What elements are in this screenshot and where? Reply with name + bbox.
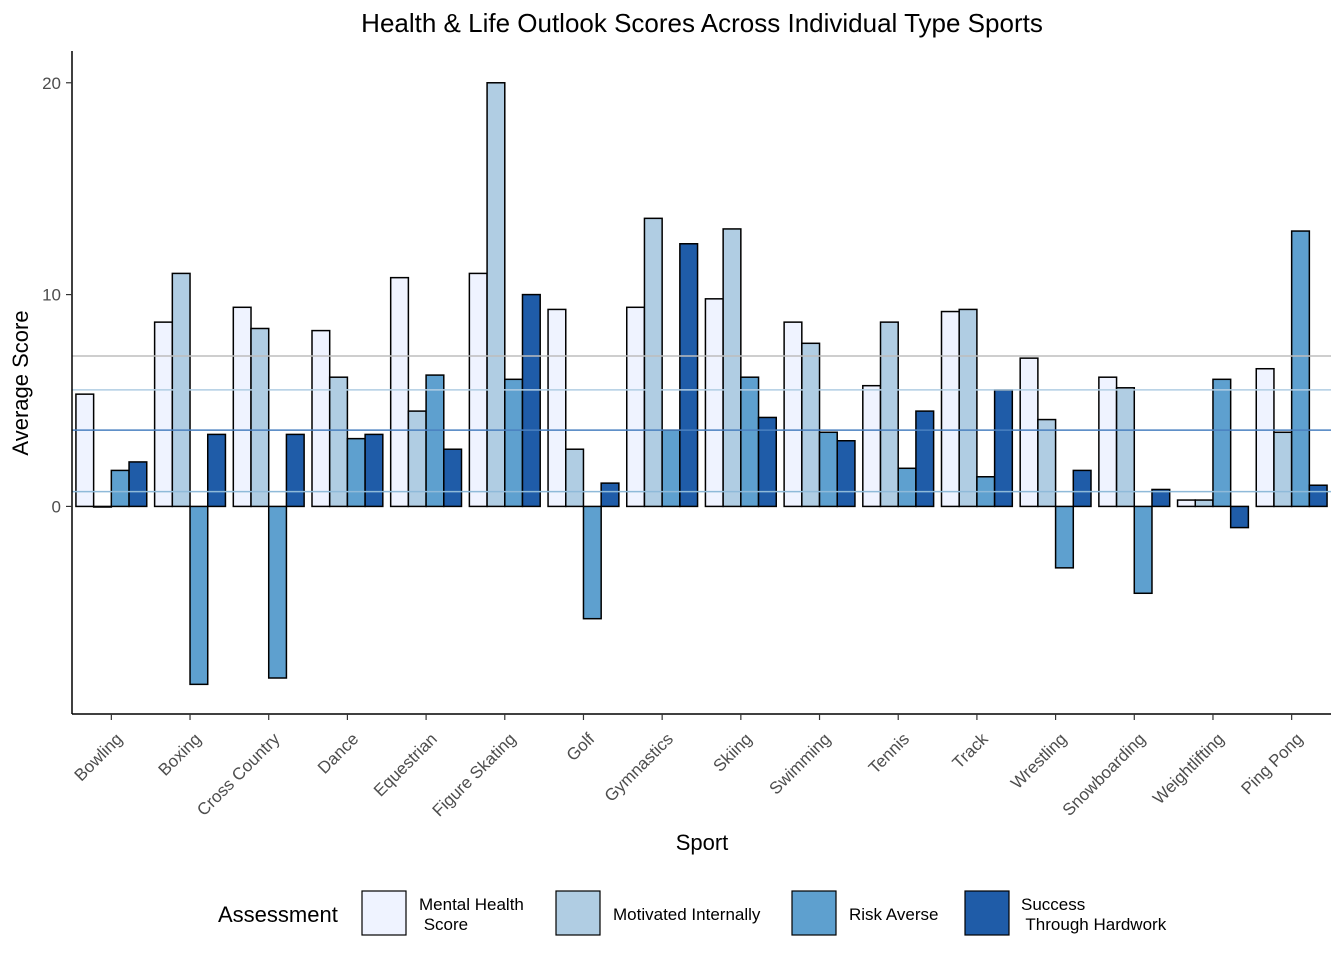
legend-key-3 [964, 890, 1010, 936]
legend: Assessment Mental Health Score Motivated I… [218, 890, 1167, 936]
legend-label-2: Risk Averse [849, 905, 938, 924]
bar-12-1 [1037, 418, 1057, 508]
bar-4-0 [389, 276, 410, 508]
bar-2-2 [267, 505, 288, 679]
bar-14-1 [1194, 499, 1214, 508]
bar-12-3 [1072, 469, 1092, 508]
x-tick-label-9: Swimming [765, 729, 834, 798]
bar-13-0 [1098, 376, 1118, 508]
bar-11-1 [958, 308, 978, 508]
x-tick-label-11: Track [949, 729, 992, 772]
x-tick-label-12: Wrestling [1007, 729, 1070, 792]
bar-1-2 [189, 505, 209, 686]
x-tick-label-13: Snowboarding [1059, 729, 1149, 819]
bar-8-2 [740, 376, 760, 508]
bar-3-0 [311, 329, 331, 508]
legend-label-0: Mental Health Score [419, 895, 524, 934]
bar-7-3 [679, 243, 699, 508]
bar-6-1 [565, 448, 585, 508]
bar-14-2 [1212, 378, 1232, 508]
bar-3-2 [346, 437, 366, 508]
x-tick-label-1: Boxing [155, 729, 205, 779]
bar-1-0 [153, 321, 174, 508]
bar-12-0 [1019, 357, 1039, 508]
bar-10-0 [862, 384, 882, 508]
x-tick-label-7: Gymnastics [601, 729, 677, 805]
bar-9-2 [818, 431, 838, 508]
bar-9-0 [783, 321, 803, 508]
y-axis-title: Average Score [8, 310, 33, 455]
legend-key-0 [361, 890, 407, 936]
bar-2-0 [232, 306, 252, 508]
bar-15-3 [1308, 484, 1328, 508]
legend-key-2 [791, 890, 837, 936]
bar-2-1 [250, 327, 270, 508]
chart-title: Health & Life Outlook Scores Across Indi… [361, 8, 1043, 38]
bar-1-3 [206, 433, 227, 508]
bar-15-2 [1290, 230, 1311, 508]
bar-7-1 [643, 217, 663, 508]
bar-13-2 [1133, 505, 1153, 595]
x-tick-label-15: Ping Pong [1238, 729, 1307, 798]
bar-11-3 [993, 389, 1014, 508]
bar-5-2 [504, 378, 524, 508]
bar-3-3 [364, 433, 384, 508]
y-tick-label-2: 20 [42, 74, 61, 93]
bar-0-2 [110, 469, 130, 508]
bar-4-3 [443, 448, 463, 508]
x-tick-label-2: Cross Country [193, 729, 284, 820]
bar-4-2 [425, 374, 445, 508]
bar-6-3 [600, 482, 620, 508]
bar-9-1 [801, 342, 821, 508]
x-tick-label-10: Tennis [865, 729, 913, 777]
x-tick-label-5: Figure Skating [429, 729, 520, 820]
bar-8-1 [722, 228, 742, 508]
x-axis-title: Sport [676, 830, 729, 855]
bar-2-3 [285, 433, 305, 508]
bar-5-1 [486, 82, 506, 508]
bar-8-0 [704, 298, 724, 508]
x-tick-label-14: Weightlifting [1149, 729, 1228, 808]
bar-10-3 [915, 410, 935, 508]
bar-6-0 [547, 308, 567, 508]
bar-7-2 [661, 429, 681, 508]
x-tick-label-3: Dance [314, 729, 362, 777]
bar-0-1 [92, 505, 113, 508]
bar-6-2 [582, 505, 602, 620]
bar-10-1 [879, 321, 899, 508]
bar-12-2 [1054, 505, 1075, 569]
legend-title: Assessment [218, 902, 338, 927]
legend-label-1: Motivated Internally [613, 905, 761, 924]
x-tick-label-6: Golf [563, 729, 599, 765]
bar-0-3 [128, 461, 148, 508]
bar-9-3 [836, 440, 856, 508]
bar-15-1 [1273, 431, 1293, 508]
y-tick-label-0: 0 [52, 497, 61, 516]
bar-5-3 [521, 293, 541, 508]
x-tick-label-8: Skiing [709, 729, 755, 775]
bar-14-0 [1176, 499, 1197, 508]
legend-key-1 [555, 890, 601, 936]
bar-0-0 [75, 393, 95, 508]
bar-3-1 [328, 376, 349, 508]
bar-11-0 [940, 310, 960, 508]
x-tick-label-0: Bowling [71, 729, 127, 785]
bar-7-0 [626, 306, 646, 508]
bar-10-2 [897, 467, 917, 508]
bar-13-3 [1151, 488, 1171, 508]
bar-14-3 [1229, 505, 1250, 529]
bar-13-1 [1115, 387, 1136, 508]
x-tick-label-4: Equestrian [370, 729, 441, 800]
legend-label-3: Success Through Hardwork [1021, 895, 1167, 934]
bar-8-3 [757, 416, 777, 508]
y-tick-label-1: 10 [42, 286, 61, 305]
